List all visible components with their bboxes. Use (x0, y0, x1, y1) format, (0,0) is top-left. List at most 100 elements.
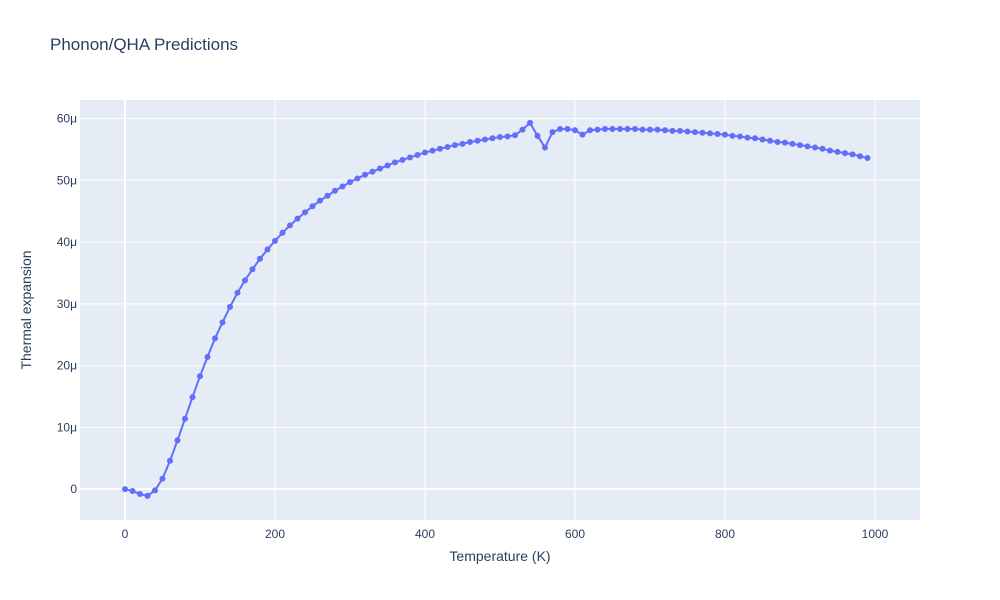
data-point[interactable] (369, 168, 376, 175)
data-point[interactable] (287, 222, 293, 229)
data-point[interactable] (317, 197, 323, 204)
data-point[interactable] (354, 175, 361, 182)
data-point[interactable] (744, 134, 751, 141)
data-point[interactable] (737, 133, 743, 140)
data-point[interactable] (579, 131, 586, 138)
data-point[interactable] (249, 266, 256, 273)
data-point[interactable] (332, 187, 338, 194)
data-point[interactable] (347, 179, 353, 186)
data-point[interactable] (144, 492, 151, 499)
data-point[interactable] (594, 126, 601, 133)
data-point[interactable] (452, 142, 458, 149)
data-point[interactable] (639, 126, 646, 133)
data-point[interactable] (549, 129, 556, 136)
data-point[interactable] (654, 126, 661, 133)
data-point[interactable] (557, 126, 563, 133)
data-point[interactable] (819, 145, 826, 152)
data-point[interactable] (632, 126, 638, 133)
data-point[interactable] (774, 139, 781, 145)
data-point[interactable] (227, 303, 233, 310)
data-point[interactable] (234, 289, 241, 296)
data-point[interactable] (242, 277, 248, 284)
data-point[interactable] (459, 140, 466, 147)
data-point[interactable] (767, 137, 773, 144)
data-point[interactable] (197, 373, 203, 380)
data-point[interactable] (834, 148, 841, 155)
data-point[interactable] (309, 203, 316, 210)
data-point[interactable] (437, 145, 443, 152)
data-point[interactable] (647, 126, 653, 133)
data-point[interactable] (512, 132, 518, 139)
data-point[interactable] (542, 144, 548, 151)
data-point[interactable] (722, 131, 728, 138)
data-point[interactable] (587, 127, 593, 134)
data-point[interactable] (429, 147, 436, 154)
data-point[interactable] (384, 162, 391, 169)
data-point[interactable] (699, 129, 706, 136)
data-point[interactable] (564, 126, 571, 133)
data-point[interactable] (152, 487, 158, 494)
data-point[interactable] (272, 237, 278, 244)
data-point[interactable] (489, 135, 496, 142)
data-point[interactable] (609, 126, 616, 133)
data-point[interactable] (324, 192, 331, 199)
data-point[interactable] (167, 457, 173, 464)
data-point[interactable] (729, 132, 736, 139)
data-point[interactable] (812, 144, 818, 151)
data-point[interactable] (264, 246, 271, 253)
data-point[interactable] (602, 126, 608, 133)
data-point[interactable] (617, 126, 623, 133)
data-point[interactable] (279, 229, 286, 236)
data-point[interactable] (572, 127, 578, 134)
data-point[interactable] (669, 127, 676, 134)
data-point[interactable] (842, 150, 848, 157)
data-point[interactable] (827, 147, 833, 154)
data-point[interactable] (519, 126, 526, 133)
data-point[interactable] (302, 209, 308, 216)
data-point[interactable] (789, 140, 796, 147)
data-point[interactable] (129, 487, 136, 494)
data-point[interactable] (444, 143, 451, 150)
data-point[interactable] (684, 128, 691, 135)
data-point[interactable] (752, 135, 758, 142)
data-point[interactable] (212, 335, 218, 342)
data-point[interactable] (527, 119, 533, 126)
data-point[interactable] (759, 136, 766, 143)
data-point[interactable] (677, 127, 683, 134)
data-point[interactable] (692, 129, 698, 136)
data-point[interactable] (407, 154, 413, 161)
data-point[interactable] (159, 475, 166, 482)
data-point[interactable] (714, 130, 721, 137)
data-point[interactable] (707, 130, 713, 137)
data-point[interactable] (377, 165, 383, 172)
data-point[interactable] (864, 155, 871, 162)
data-point[interactable] (137, 491, 143, 498)
data-point[interactable] (467, 139, 473, 145)
data-point[interactable] (482, 136, 488, 143)
data-point[interactable] (174, 437, 181, 444)
data-point[interactable] (182, 415, 188, 422)
data-point[interactable] (399, 156, 406, 163)
data-point[interactable] (294, 215, 301, 222)
data-point[interactable] (782, 139, 788, 146)
data-point[interactable] (122, 486, 128, 493)
data-point[interactable] (339, 183, 346, 190)
data-point[interactable] (497, 134, 503, 141)
data-point[interactable] (849, 151, 856, 158)
data-point[interactable] (204, 353, 211, 360)
data-point[interactable] (189, 394, 196, 401)
data-point[interactable] (804, 143, 811, 150)
data-point[interactable] (474, 137, 481, 144)
data-point[interactable] (414, 151, 421, 158)
data-point[interactable] (219, 319, 226, 326)
data-point[interactable] (504, 133, 511, 140)
data-point[interactable] (392, 159, 398, 166)
data-point[interactable] (534, 132, 541, 139)
data-point[interactable] (662, 127, 668, 134)
data-point[interactable] (857, 153, 863, 160)
data-point[interactable] (257, 255, 263, 262)
data-point[interactable] (422, 149, 428, 156)
data-point[interactable] (797, 142, 803, 149)
data-point[interactable] (362, 171, 368, 178)
data-point[interactable] (624, 126, 631, 133)
